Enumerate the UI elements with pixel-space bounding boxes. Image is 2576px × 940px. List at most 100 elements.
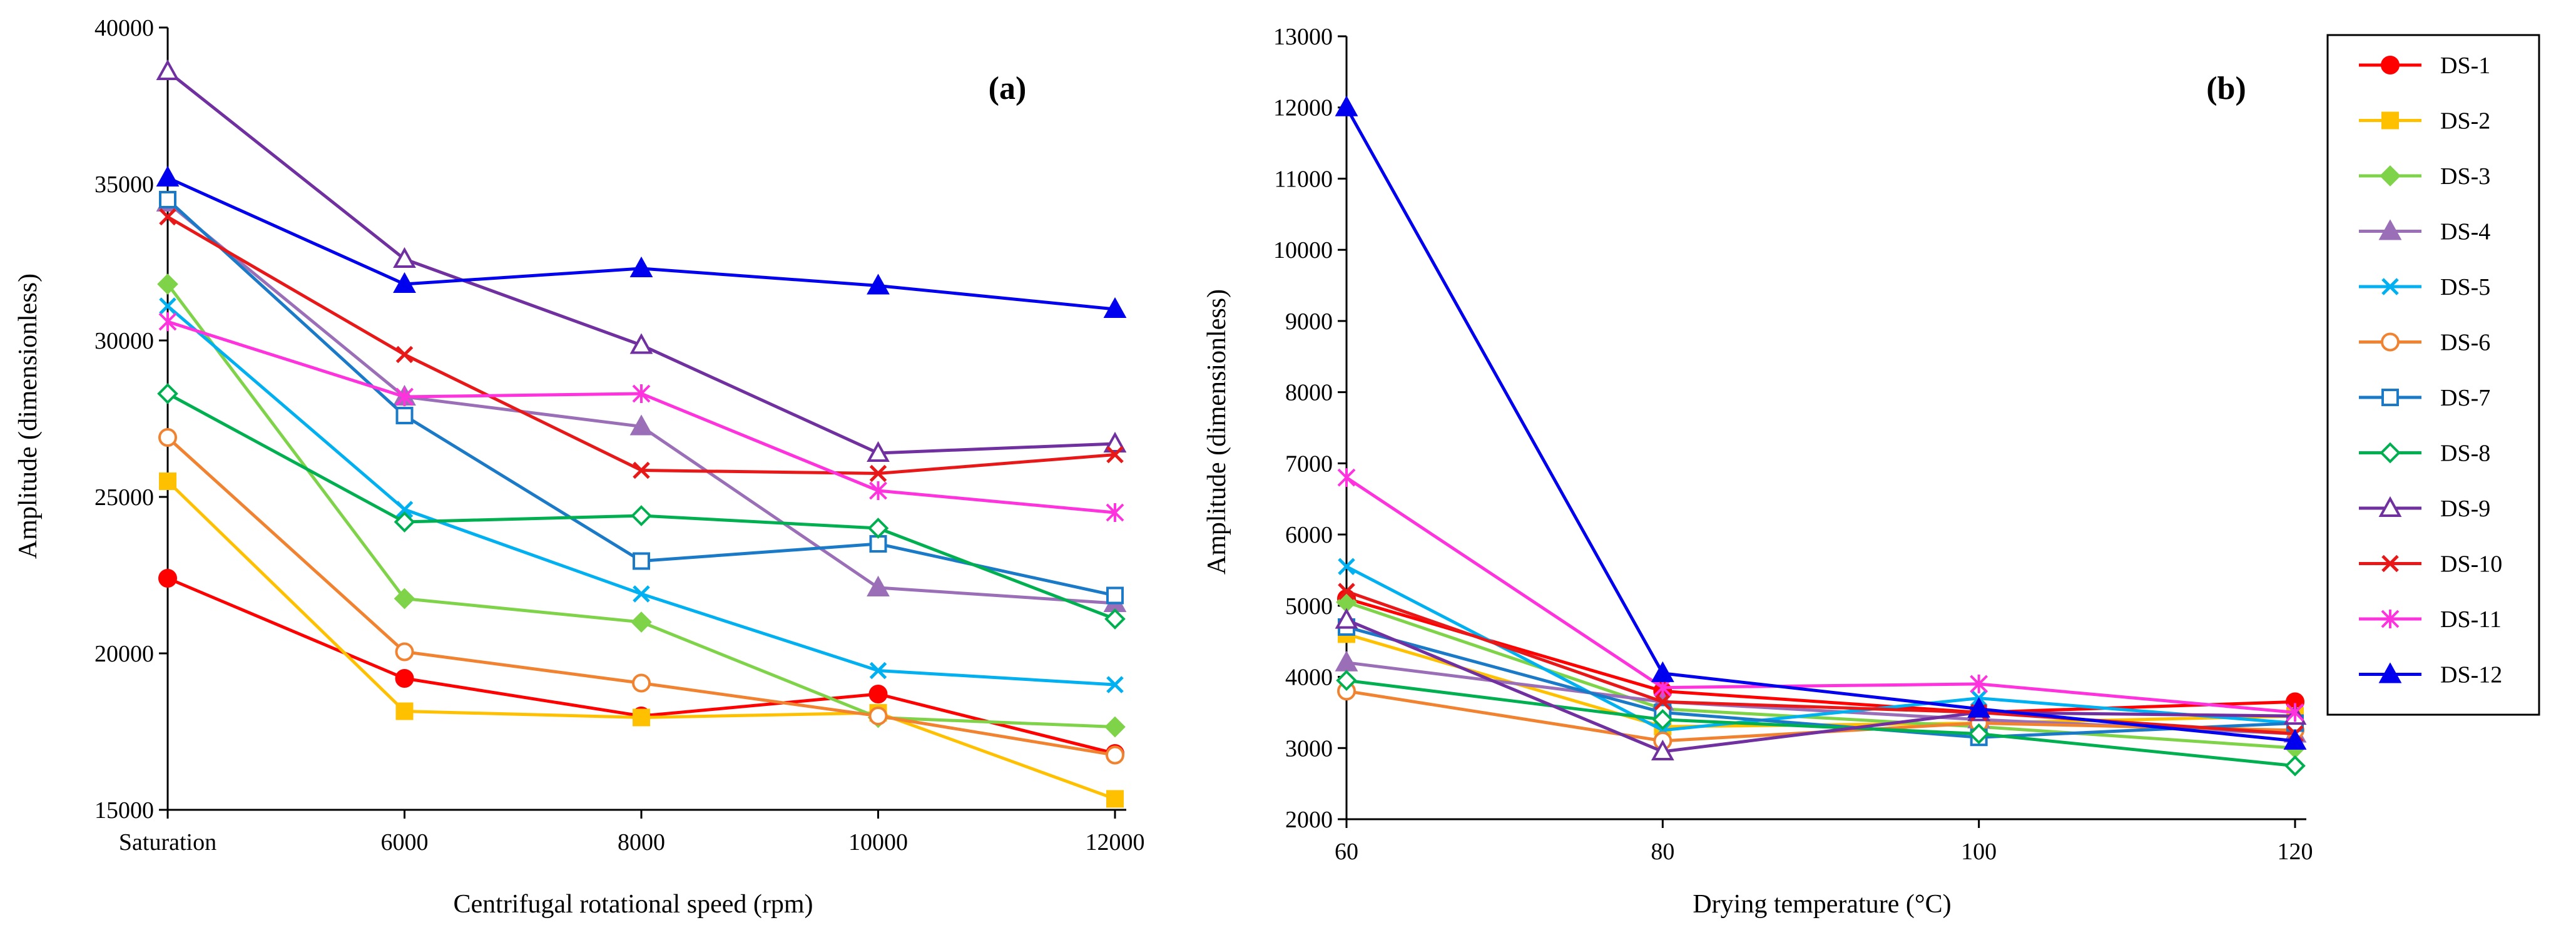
panel-b-data-point-ds-8 <box>1968 723 1990 745</box>
legend-swatch-marker <box>2381 111 2399 130</box>
panel-a-data-point-ds-7 <box>395 407 414 424</box>
panel-a-data-point-ds-9 <box>156 59 180 80</box>
panel-a-data-point-ds-12 <box>1103 297 1127 318</box>
panel-a-x-tick-label: 10000 <box>848 829 908 856</box>
panel-a-series-line-ds-2 <box>166 480 1116 800</box>
panel-a-data-point-ds-2 <box>1106 790 1124 808</box>
panel-a-data-point-ds-5 <box>159 297 176 315</box>
panel-a-y-tick-label: 40000 <box>94 15 154 41</box>
panel-b-x-tick-label: 100 <box>1961 839 1997 865</box>
panel-a-data-point-ds-10 <box>159 208 176 226</box>
legend-entry-ds-2: DS-2 <box>2359 108 2490 135</box>
panel-a-series-ds-12 <box>156 165 1127 318</box>
legend-label: DS-6 <box>2440 330 2490 356</box>
legend-swatch-marker <box>2381 278 2399 295</box>
legend-label: DS-7 <box>2440 385 2490 411</box>
panel-b-data-point-ds-12 <box>1967 697 1991 718</box>
panel-a-data-point-ds-6 <box>395 642 414 662</box>
legend-swatch-marker <box>2380 442 2401 464</box>
legend-label: DS-9 <box>2440 496 2490 522</box>
panel-b-series-ds-9 <box>1335 608 2307 760</box>
panel-a-x-tick-label: 8000 <box>618 829 665 856</box>
panel-b-data-point-ds-12 <box>1335 95 1358 116</box>
legend-entry-ds-10: DS-10 <box>2359 551 2502 578</box>
panel-a-x-tick-label: 12000 <box>1086 829 1145 856</box>
panel-b-data-point-ds-11 <box>1970 674 1988 693</box>
panel-b-x-axis-title: Drying temperature (°C) <box>1693 890 1951 919</box>
legend-swatch-marker <box>2381 332 2400 352</box>
panel-a-series-ds-10 <box>159 208 1124 483</box>
panel-b-series-line-ds-12 <box>1345 106 2296 743</box>
panel-a-data-point-ds-7 <box>159 191 176 208</box>
panel-b-series-line-ds-10 <box>1346 590 2296 736</box>
panel-a-x-tick-label: Saturation <box>119 829 216 856</box>
panel-a-data-point-ds-9 <box>629 333 653 354</box>
panel-b-data-point-ds-8 <box>1336 670 1357 692</box>
panel-a-data-point-ds-1 <box>395 669 414 688</box>
panel-a-data-point-ds-12 <box>629 256 653 277</box>
panel-a-data-point-ds-4 <box>867 575 890 596</box>
panel-a-data-point-ds-7 <box>633 552 650 570</box>
panel-a-data-point-ds-11 <box>158 312 177 331</box>
panel-b-data-point-ds-9 <box>1335 608 1358 629</box>
panel-a-x-tick-label: 6000 <box>381 829 429 856</box>
panel-a-data-point-ds-8 <box>1104 608 1126 630</box>
panel-a-series-ds-6 <box>158 428 1124 765</box>
panel-b-y-tick-label: 12000 <box>1273 95 1333 121</box>
panel-b-y-axis-title: Amplitude (dimensionless) <box>1203 289 1231 575</box>
legend-entry-ds-7: DS-7 <box>2359 385 2490 411</box>
panel-b-series-ds-11 <box>1337 468 2304 722</box>
legend-entry-ds-4: DS-4 <box>2359 219 2490 245</box>
panel-a-data-point-ds-1 <box>868 685 888 703</box>
panel-a-data-point-ds-3 <box>631 611 652 633</box>
panel-a-series-ds-11 <box>158 312 1124 522</box>
panel-b-x-tick-label: 60 <box>1335 839 1358 865</box>
panel-a-data-point-ds-10 <box>869 464 887 483</box>
panel-b-data-point-ds-8 <box>2284 755 2306 777</box>
panel-a-data-point-ds-8 <box>394 511 415 533</box>
panel-a-data-point-ds-9 <box>393 247 416 268</box>
panel-a-data-point-ds-12 <box>156 165 180 186</box>
panel-b-y-tick-label: 6000 <box>1285 522 1333 548</box>
panel-a-data-point-ds-9 <box>867 441 890 462</box>
panel-a-y-tick-label: 35000 <box>94 171 154 198</box>
legend-entry-ds-5: DS-5 <box>2359 274 2490 300</box>
legend-swatch-marker <box>2378 662 2402 683</box>
panel-a-data-point-ds-3 <box>1104 716 1126 738</box>
chart-panel-a: (a) Centrifugal rotational speed (rpm) A… <box>14 15 1145 919</box>
chart-panel-b: (b) Drying temperature (°C) Amplitude (d… <box>1203 24 2313 919</box>
panel-b-x-tick-label: 80 <box>1651 839 1674 865</box>
panel-a-data-point-ds-6 <box>632 673 651 693</box>
panel-b-series-line-ds-7 <box>1346 625 2296 739</box>
panel-b-y-tick-label: 10000 <box>1273 237 1333 263</box>
panel-b-y-tick-label: 8000 <box>1285 380 1333 406</box>
legend: DS-1 DS-2 DS-3 DS-4 DS-5 DS-6 DS-7 DS-8 DS-9 DS-1… <box>2326 34 2540 716</box>
legend-label: DS-4 <box>2440 219 2490 245</box>
panel-b-y-tick-label: 5000 <box>1285 593 1333 620</box>
legend-entry-ds-12: DS-12 <box>2359 662 2502 688</box>
panel-b-y-tick-label: 3000 <box>1285 735 1333 762</box>
panel-b-y-tick-label: 9000 <box>1285 309 1333 335</box>
panel-a-series-ds-7 <box>159 191 1124 605</box>
panel-b-y-tick-label: 7000 <box>1285 451 1333 477</box>
legend-label: DS-5 <box>2440 274 2490 300</box>
panel-a-data-point-ds-2 <box>159 473 176 490</box>
panel-a-x-axis-title: Centrifugal rotational speed (rpm) <box>454 890 813 919</box>
panel-a-data-point-ds-10 <box>395 345 414 364</box>
legend-swatch-marker <box>2378 496 2402 517</box>
panel-a-data-point-ds-6 <box>1106 745 1124 765</box>
panel-b-x-tick-label: 120 <box>2278 839 2313 865</box>
legend-swatch-marker <box>2380 165 2401 186</box>
panel-a-y-tick-label: 15000 <box>94 797 154 824</box>
legend-label: DS-3 <box>2440 163 2490 190</box>
panel-b-data-point-ds-9 <box>1651 739 1674 760</box>
legend-label: DS-2 <box>2440 108 2490 135</box>
legend-swatch-marker <box>2381 56 2400 74</box>
legend-label: DS-11 <box>2440 606 2502 633</box>
legend-label: DS-1 <box>2440 53 2490 79</box>
panel-b-series-line-ds-3 <box>1346 600 2296 750</box>
panel-a-series-ds-5 <box>159 297 1124 693</box>
panel-b-y-tick-label: 13000 <box>1273 24 1333 50</box>
legend-entry-ds-1: DS-1 <box>2359 53 2490 79</box>
